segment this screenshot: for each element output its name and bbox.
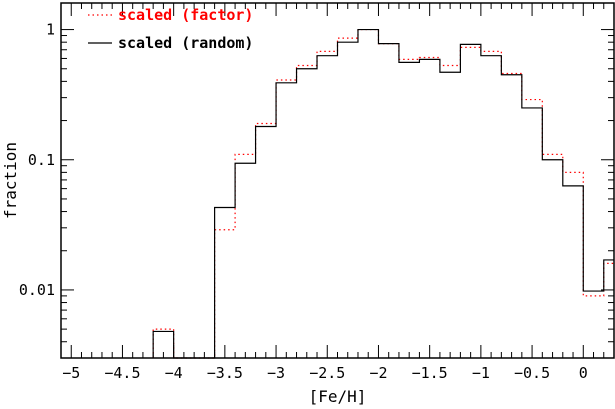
x-tick-label: 0 [579, 364, 588, 382]
x-tick-labels: −5 −4.5 −4 −3.5 −3 −2.5 −2 −1.5 −1 −0.5 0 [62, 364, 588, 382]
series-line-factor [152, 28, 614, 359]
legend-label-factor: scaled (factor) [118, 6, 253, 24]
x-tick-label: −4.5 [104, 364, 140, 382]
plot-frame [60, 2, 615, 359]
x-tick-label: −4 [165, 364, 183, 382]
data-series [152, 28, 614, 359]
x-tick-label: −0.5 [514, 364, 550, 382]
x-tick-label: −1.5 [412, 364, 448, 382]
x-tick-label: −1 [472, 364, 490, 382]
x-tick-label: −2.5 [309, 364, 345, 382]
y-tick-labels: 0.01 0.1 1 [19, 21, 55, 299]
x-tick-label: −5 [62, 364, 80, 382]
legend-label-random: scaled (random) [118, 34, 253, 52]
x-tick-label: −2 [369, 364, 387, 382]
y-tick-label: 0.01 [19, 281, 55, 299]
x-tick-label: −3 [267, 364, 285, 382]
series-line-random [152, 28, 614, 359]
y-tick-label: 0.1 [28, 151, 55, 169]
x-tick-label: −3.5 [207, 364, 243, 382]
y-tick-label: 1 [46, 21, 55, 39]
legend: scaled (factor) scaled (random) [88, 6, 253, 52]
y-axis-title: fraction [1, 142, 20, 219]
x-axis-title: [Fe/H] [309, 387, 367, 406]
